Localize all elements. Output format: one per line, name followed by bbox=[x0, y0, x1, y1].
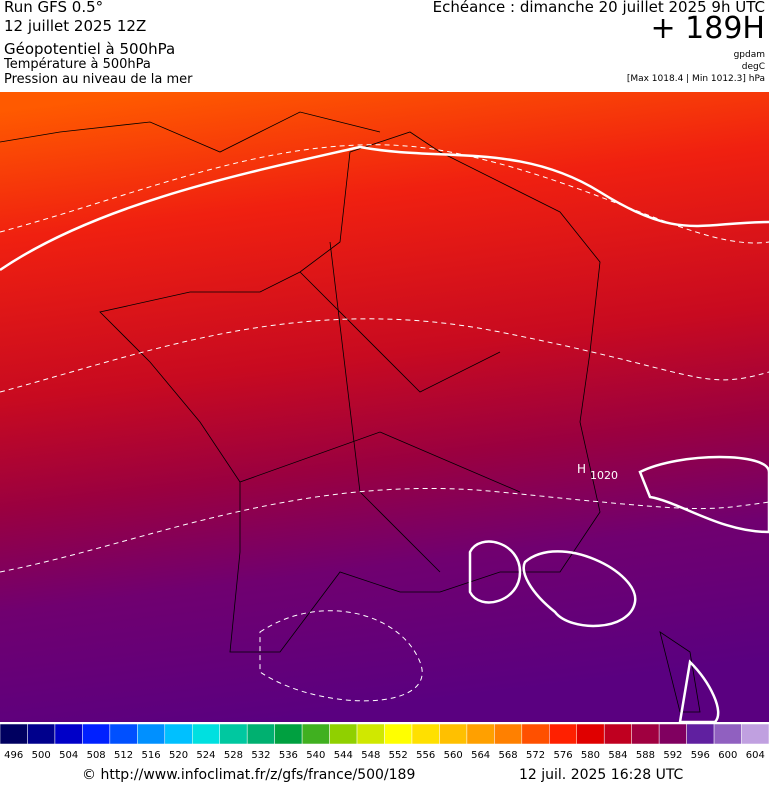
scale-swatch bbox=[549, 724, 577, 745]
scale-label: 512 bbox=[114, 750, 133, 761]
scale-swatch bbox=[494, 724, 523, 745]
isobars bbox=[0, 145, 769, 722]
pressure-range: [Max 1018.4 | Min 1012.3] hPa bbox=[626, 74, 765, 84]
timestamp: 12 juil. 2025 16:28 UTC bbox=[519, 767, 684, 783]
lead-time: + 189H bbox=[650, 11, 766, 46]
field-title: Température à 500hPa bbox=[4, 57, 151, 72]
scale-swatch bbox=[246, 724, 275, 745]
scale-label: 604 bbox=[746, 750, 765, 761]
scale-swatch bbox=[713, 724, 742, 745]
run-title: Run GFS 0.5° bbox=[4, 0, 104, 16]
scale-label: 592 bbox=[663, 750, 682, 761]
isobar-label: 1020 bbox=[590, 469, 618, 482]
scale-label: 596 bbox=[691, 750, 710, 761]
field-title: Géopotentiel à 500hPa bbox=[4, 40, 176, 58]
field-title: Pression au niveau de la mer bbox=[4, 72, 193, 87]
scale-label: 500 bbox=[32, 750, 51, 761]
scale-label: 504 bbox=[59, 750, 78, 761]
scale-label: 508 bbox=[87, 750, 106, 761]
scale-label: 564 bbox=[471, 750, 490, 761]
scale-label: 516 bbox=[142, 750, 161, 761]
valid-time: Echéance : dimanche 20 juillet 2025 9h U… bbox=[432, 0, 765, 16]
scale-label: 536 bbox=[279, 750, 298, 761]
scale-label: 528 bbox=[224, 750, 243, 761]
scale-label: 552 bbox=[389, 750, 408, 761]
scale-swatch bbox=[466, 724, 495, 745]
isotherms bbox=[0, 144, 769, 702]
scale-swatch bbox=[164, 724, 193, 745]
scale-swatch bbox=[329, 724, 358, 745]
scale-swatch bbox=[603, 724, 632, 745]
scale-label: 540 bbox=[306, 750, 325, 761]
scale-label: 556 bbox=[416, 750, 435, 761]
scale-label: 532 bbox=[251, 750, 270, 761]
scale-swatch bbox=[658, 724, 687, 745]
scale-label: 524 bbox=[196, 750, 215, 761]
map: H 1020 bbox=[0, 92, 769, 722]
unit: degC bbox=[741, 62, 765, 72]
scale-swatch bbox=[356, 724, 385, 745]
scale-swatch bbox=[137, 724, 166, 745]
temperature-field bbox=[0, 92, 769, 722]
scale-swatch bbox=[576, 724, 605, 745]
scale-label: 544 bbox=[334, 750, 353, 761]
high-marker: H bbox=[577, 462, 586, 476]
scale-label: 584 bbox=[608, 750, 627, 761]
scale-swatch bbox=[219, 724, 248, 745]
scale-swatch bbox=[109, 724, 138, 745]
run-date: 12 juillet 2025 12Z bbox=[4, 17, 147, 35]
scale-label: 548 bbox=[361, 750, 380, 761]
scale-swatch bbox=[54, 724, 83, 745]
scale-swatch bbox=[301, 724, 330, 745]
scale-swatch bbox=[439, 724, 468, 745]
scale-label: 496 bbox=[4, 750, 23, 761]
scale-label: 580 bbox=[581, 750, 600, 761]
scale-label: 560 bbox=[444, 750, 463, 761]
source-url: © http://www.infoclimat.fr/z/gfs/france/… bbox=[82, 767, 416, 783]
scale-label: 520 bbox=[169, 750, 188, 761]
scale-swatch bbox=[384, 724, 413, 745]
scale-swatch bbox=[686, 724, 715, 745]
scale-swatch bbox=[631, 724, 660, 745]
color-scale: 496 500 504 508 512 516 520 524 528 532 536 540 544 5… bbox=[0, 724, 769, 761]
scale-swatch bbox=[82, 724, 111, 745]
scale-swatch bbox=[741, 724, 769, 745]
scale-label: 568 bbox=[499, 750, 518, 761]
scale-label: 588 bbox=[636, 750, 655, 761]
scale-swatch bbox=[521, 724, 550, 745]
scale-swatch bbox=[192, 724, 220, 745]
scale-label: 600 bbox=[718, 750, 737, 761]
scale-swatch bbox=[27, 724, 56, 745]
scale-swatch bbox=[411, 724, 440, 745]
scale-label: 576 bbox=[553, 750, 572, 761]
scale-label: 572 bbox=[526, 750, 545, 761]
scale-swatch bbox=[274, 724, 303, 745]
scale-swatch bbox=[0, 724, 28, 745]
unit: gpdam bbox=[733, 50, 765, 60]
